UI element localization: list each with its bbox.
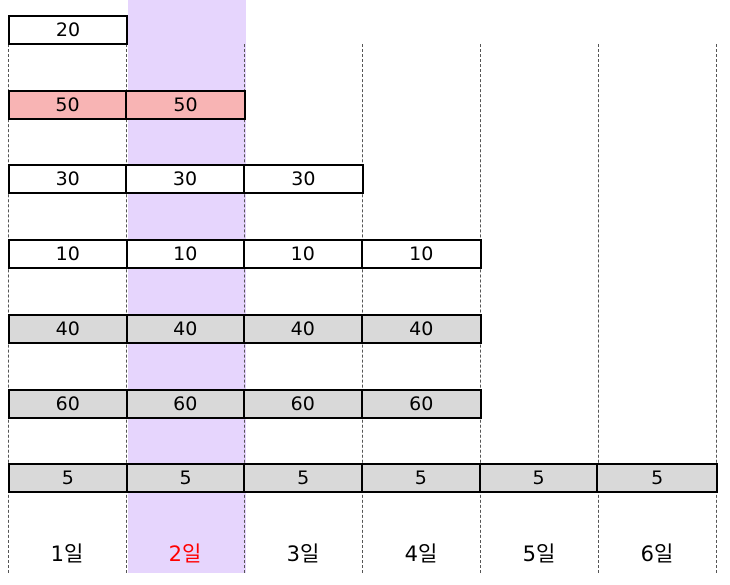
gridline: [362, 44, 363, 573]
value-cell: 30: [127, 166, 245, 192]
gridline: [716, 44, 717, 573]
value-row: 30 30 30: [8, 164, 364, 194]
value-cell: 5: [10, 465, 128, 491]
value-cell: 40: [10, 316, 128, 342]
gridline: [480, 44, 481, 573]
day-label: 5일: [522, 542, 556, 566]
value-cell: 30: [291, 168, 316, 190]
value-row: 50 50: [8, 90, 246, 120]
value-cell: 60: [409, 393, 434, 415]
value-row: 40 40 40 40: [8, 314, 482, 344]
value-cell: 50: [10, 92, 128, 118]
value-cell: 10: [128, 241, 245, 267]
value-cell: 60: [10, 391, 128, 417]
value-row: 10 10 10 10: [8, 239, 482, 269]
gridline: [598, 44, 599, 573]
day-label: 3일: [286, 542, 320, 566]
value-cell: 50: [173, 94, 198, 116]
value-cell: 60: [128, 391, 245, 417]
day-label: 4일: [404, 542, 438, 566]
value-cell: 5: [363, 465, 481, 491]
value-row: 20: [8, 15, 128, 45]
value-cell: 10: [409, 243, 434, 265]
value-cell: 5: [128, 465, 246, 491]
gridline: [244, 44, 245, 573]
day-label: 2일: [168, 542, 202, 566]
value-cell: 30: [10, 166, 128, 192]
gridline: [126, 44, 127, 573]
value-cell: 10: [10, 241, 128, 267]
value-row: 60 60 60 60: [8, 389, 482, 419]
value-cell: 60: [245, 391, 363, 417]
value-cell: 20: [55, 19, 81, 41]
value-cell: 5: [245, 465, 364, 491]
value-cell: 5: [481, 465, 599, 491]
value-cell: 40: [245, 316, 363, 342]
value-cell: 40: [409, 318, 434, 340]
value-cell: 5: [651, 467, 664, 489]
value-cell: 40: [128, 316, 245, 342]
day-label: 1일: [50, 542, 84, 566]
value-cell: 10: [245, 241, 363, 267]
day-label: 6일: [640, 542, 674, 566]
gridline: [8, 44, 9, 573]
